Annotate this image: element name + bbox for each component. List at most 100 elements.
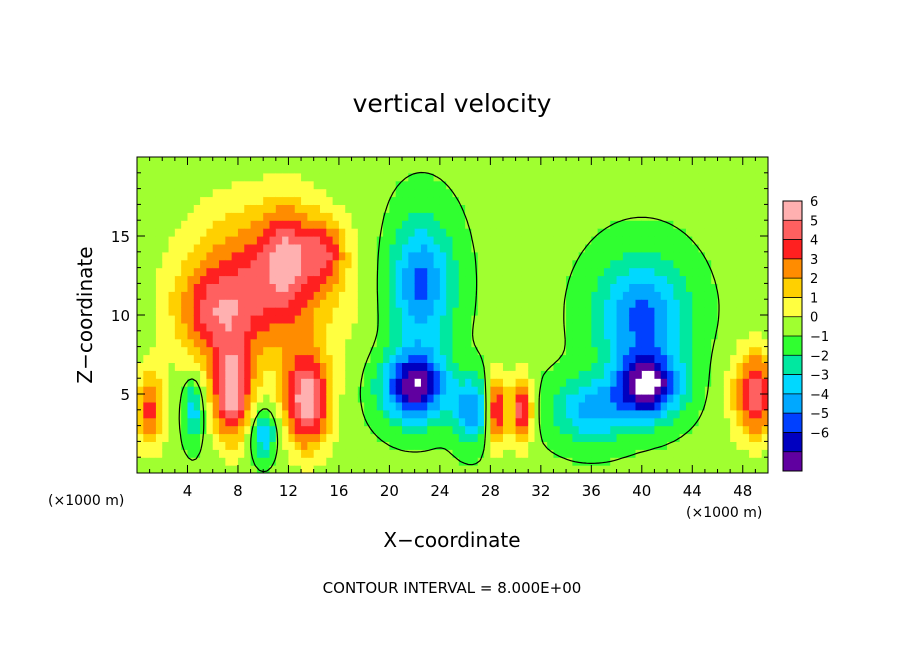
- heatmap-cell: [648, 220, 656, 229]
- heatmap-cell: [685, 212, 693, 221]
- heatmap-cell: [402, 157, 409, 166]
- heatmap-cell: [288, 465, 296, 473]
- heatmap-cell: [534, 157, 542, 166]
- heatmap-cell: [603, 401, 611, 411]
- heatmap-cell: [515, 409, 523, 419]
- heatmap-cell: [515, 236, 523, 245]
- heatmap-cell: [692, 172, 700, 182]
- heatmap-cell: [465, 204, 473, 213]
- heatmap-cell: [502, 157, 510, 166]
- heatmap-cell: [395, 425, 403, 435]
- heatmap-cell: [648, 425, 656, 435]
- heatmap-cell: [326, 283, 334, 292]
- heatmap-cell: [742, 338, 750, 348]
- heatmap-cell: [364, 299, 372, 308]
- heatmap-cell: [585, 267, 592, 277]
- heatmap-cell: [711, 157, 719, 166]
- heatmap-cell: [509, 172, 517, 182]
- heatmap-cell: [641, 441, 649, 450]
- heatmap-cell: [711, 346, 719, 356]
- heatmap-cell: [237, 322, 245, 332]
- heatmap-cell: [679, 378, 687, 387]
- heatmap-cell: [168, 259, 176, 269]
- heatmap-cell: [509, 354, 517, 363]
- heatmap-cell: [742, 164, 750, 174]
- heatmap-cell: [168, 157, 176, 166]
- heatmap-cell: [168, 291, 176, 300]
- heatmap-cell: [515, 362, 523, 371]
- heatmap-cell: [225, 394, 233, 403]
- heatmap-cell: [679, 449, 687, 458]
- heatmap-cell: [730, 386, 738, 395]
- heatmap-cell: [250, 204, 258, 213]
- heatmap-cell: [553, 362, 561, 371]
- heatmap-cell: [231, 212, 239, 221]
- heatmap-cell: [502, 354, 510, 363]
- heatmap-cell: [155, 243, 163, 253]
- heatmap-cell: [149, 330, 157, 340]
- heatmap-cell: [610, 378, 618, 387]
- heatmap-cell: [162, 291, 170, 300]
- heatmap-cell: [717, 425, 725, 435]
- heatmap-cell: [376, 338, 384, 348]
- heatmap-cell: [256, 291, 264, 300]
- heatmap-cell: [219, 157, 226, 166]
- heatmap-cell: [641, 346, 649, 356]
- heatmap-cell: [383, 251, 390, 261]
- heatmap-cell: [540, 236, 548, 245]
- heatmap-cell: [389, 243, 397, 253]
- heatmap-cell: [496, 180, 504, 190]
- heatmap-cell: [553, 196, 561, 205]
- heatmap-cell: [572, 433, 580, 442]
- heatmap-cell: [225, 220, 233, 229]
- heatmap-cell: [376, 283, 384, 292]
- heatmap-cell: [723, 283, 731, 292]
- heatmap-cell: [603, 196, 611, 205]
- heatmap-cell: [319, 275, 327, 284]
- heatmap-cell: [566, 401, 573, 411]
- heatmap-cell: [597, 433, 605, 442]
- heatmap-cell: [540, 172, 548, 182]
- heatmap-cell: [326, 228, 334, 237]
- heatmap-cell: [326, 433, 334, 442]
- heatmap-cell: [622, 362, 630, 371]
- heatmap-cell: [143, 378, 151, 387]
- heatmap-cell: [629, 394, 637, 403]
- heatmap-cell: [181, 409, 189, 419]
- heatmap-cell: [622, 409, 630, 419]
- heatmap-cell: [263, 354, 271, 363]
- heatmap-cell: [433, 354, 441, 363]
- heatmap-cell: [540, 283, 548, 292]
- heatmap-cell: [345, 386, 353, 395]
- heatmap-cell: [402, 267, 409, 277]
- heatmap-cell: [250, 378, 258, 387]
- heatmap-cell: [540, 449, 548, 458]
- heatmap-cell: [162, 236, 170, 245]
- heatmap-cell: [730, 172, 738, 182]
- heatmap-cell: [566, 338, 573, 348]
- heatmap-cell: [521, 315, 529, 324]
- heatmap-cell: [206, 307, 214, 316]
- heatmap-cell: [553, 275, 561, 284]
- heatmap-cell: [294, 346, 302, 356]
- heatmap-cell: [326, 180, 334, 190]
- heatmap-cell: [237, 275, 245, 284]
- heatmap-cell: [509, 251, 517, 261]
- heatmap-cell: [395, 157, 403, 166]
- heatmap-cell: [723, 330, 731, 340]
- heatmap-cell: [351, 362, 359, 371]
- heatmap-cell: [685, 394, 693, 403]
- heatmap-cell: [648, 394, 656, 403]
- heatmap-cell: [332, 338, 340, 348]
- heatmap-cell: [566, 299, 573, 308]
- heatmap-cell: [420, 291, 428, 300]
- heatmap-cell: [585, 465, 592, 473]
- heatmap-cell: [143, 164, 151, 174]
- heatmap-cell: [547, 172, 555, 182]
- heatmap-cell: [698, 291, 706, 300]
- heatmap-cell: [547, 228, 555, 237]
- heatmap-cell: [578, 157, 586, 166]
- heatmap-cell: [187, 267, 195, 277]
- heatmap-cell: [730, 441, 738, 450]
- heatmap-cell: [667, 362, 674, 371]
